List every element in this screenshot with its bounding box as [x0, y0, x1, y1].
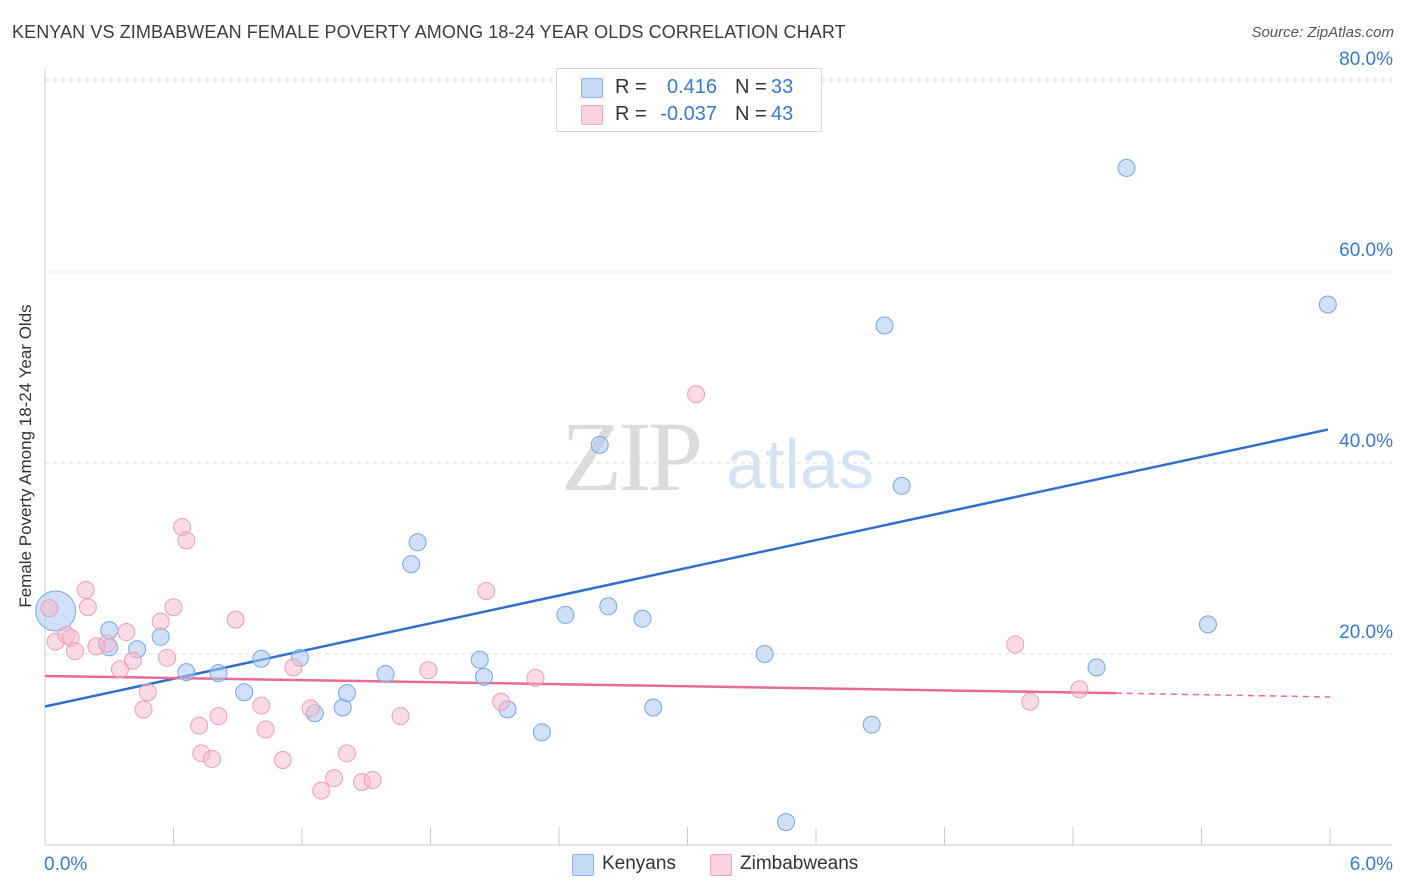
- kenyan-point: [337, 684, 356, 703]
- zimbabwean-point: [284, 658, 303, 677]
- kenyan-point: [235, 683, 254, 702]
- zimbabwean-point: [252, 696, 271, 715]
- kenyan-point: [644, 698, 663, 717]
- zimbabwean-point: [98, 634, 117, 653]
- zimbabwean-point: [78, 598, 97, 617]
- stats-row-zimbabweans: R = -0.037 N = 43: [557, 100, 821, 128]
- kenyan-point: [475, 667, 494, 686]
- kenyan-point: [590, 435, 609, 454]
- kenyan-point: [633, 609, 652, 628]
- zimbabwean-point: [1070, 680, 1089, 699]
- zimbabwean-point: [65, 642, 84, 661]
- kenyan-point: [177, 663, 196, 682]
- stats-row-kenyans: R = 0.416 N = 33: [557, 73, 821, 101]
- zimbabwean-point: [76, 581, 95, 600]
- zimbabwean-point: [164, 598, 183, 617]
- kenyan-point: [376, 665, 395, 684]
- legend-label: Kenyans: [602, 853, 676, 874]
- kenyan-point: [209, 664, 228, 683]
- zimbabwean-point: [312, 781, 331, 800]
- kenyan-point: [252, 649, 271, 668]
- zimbabwean-point: [477, 581, 496, 600]
- zimbabweans-swatch: [581, 105, 603, 125]
- kenyan-point: [862, 715, 881, 734]
- y-axis-label: Female Poverty Among 18-24 Year Olds: [16, 304, 35, 608]
- zimbabwean-point: [110, 660, 129, 679]
- kenyan-point: [1318, 295, 1337, 314]
- zimbabwean-point: [226, 610, 245, 629]
- r-value: -0.037: [660, 103, 717, 125]
- tick-labels: 20.0% 40.0% 60.0% 80.0% 0.0% 6.0%: [44, 49, 1393, 875]
- stats-legend: R = 0.416 N = 33 R = -0.037 N = 43: [556, 68, 822, 132]
- zimbabwean-point: [526, 668, 545, 687]
- zimbabwean-point: [209, 707, 228, 726]
- y-tick-label: 20.0%: [1339, 622, 1393, 643]
- zimbabwean-point: [40, 599, 59, 618]
- kenyan-point: [408, 533, 427, 552]
- zimbabwean-point: [203, 750, 222, 769]
- n-label: N =: [735, 103, 767, 125]
- kenyan-point: [151, 627, 170, 646]
- grid: [45, 78, 1392, 655]
- kenyan-point: [1087, 658, 1106, 677]
- zimbabwean-point: [687, 385, 706, 404]
- axes: [44, 68, 1392, 846]
- kenyan-point: [755, 645, 774, 663]
- zimbabweans-swatch: [710, 854, 732, 876]
- zimbabwean-point: [492, 692, 511, 711]
- watermark-atlas: atlas: [726, 425, 874, 503]
- kenyan-point: [1117, 158, 1136, 177]
- x-tick-label: 6.0%: [1350, 854, 1393, 875]
- kenyan-point: [532, 723, 551, 742]
- kenyans-swatch: [581, 78, 603, 98]
- kenyan-point: [402, 555, 421, 574]
- kenyan-point: [777, 813, 796, 832]
- n-value: 43: [771, 103, 794, 125]
- zimbabwean-point: [273, 751, 292, 770]
- kenyan-point: [556, 605, 575, 624]
- r-value: 0.416: [666, 76, 717, 98]
- kenyan-point: [875, 316, 894, 335]
- zimbabwean-point: [337, 744, 356, 763]
- zimbabwean-point: [117, 623, 136, 642]
- zimbabwean-point: [177, 531, 196, 550]
- zimbabwean-point: [301, 699, 320, 718]
- zimbabwean-point: [134, 700, 153, 719]
- source-label: Source: ZipAtlas.com: [1251, 24, 1394, 41]
- r-label: R =: [615, 76, 647, 98]
- y-tick-label: 40.0%: [1339, 431, 1393, 452]
- n-value: 33: [771, 76, 794, 98]
- zimbabwean-point: [138, 683, 157, 702]
- watermark-zip: ZIP: [561, 401, 699, 512]
- zimbabweans-trend-extension: [1115, 692, 1331, 698]
- zimbabwean-point: [151, 612, 170, 631]
- kenyan-point: [1198, 615, 1217, 634]
- zimbabwean-point: [363, 771, 382, 790]
- zimbabwean-point: [419, 661, 438, 680]
- y-tick-label: 60.0%: [1339, 240, 1393, 261]
- zimbabwean-point: [190, 716, 209, 735]
- n-label: N =: [735, 76, 767, 98]
- zimbabwean-point: [325, 769, 344, 788]
- kenyan-point: [599, 597, 618, 616]
- watermark: ZIP atlas: [561, 401, 874, 512]
- legend-label: Zimbabweans: [740, 853, 859, 874]
- chart-title: KENYAN VS ZIMBABWEAN FEMALE POVERTY AMON…: [12, 22, 846, 42]
- zimbabwean-point: [1006, 635, 1025, 654]
- zimbabwean-point: [1021, 692, 1040, 711]
- y-tick-label: 80.0%: [1339, 49, 1393, 70]
- zimbabwean-point: [391, 707, 410, 726]
- zimbabwean-point: [123, 651, 142, 670]
- kenyans-swatch: [572, 854, 594, 876]
- zimbabwean-point: [158, 648, 177, 667]
- zimbabweans-trend-line: [44, 674, 1116, 695]
- x-tick-label: 0.0%: [44, 854, 87, 875]
- zimbabwean-point: [256, 720, 275, 739]
- series-legend: Kenyans Zimbabweans: [0, 852, 1406, 878]
- r-label: R =: [615, 103, 647, 125]
- kenyan-point: [892, 476, 911, 495]
- kenyan-point: [470, 650, 489, 669]
